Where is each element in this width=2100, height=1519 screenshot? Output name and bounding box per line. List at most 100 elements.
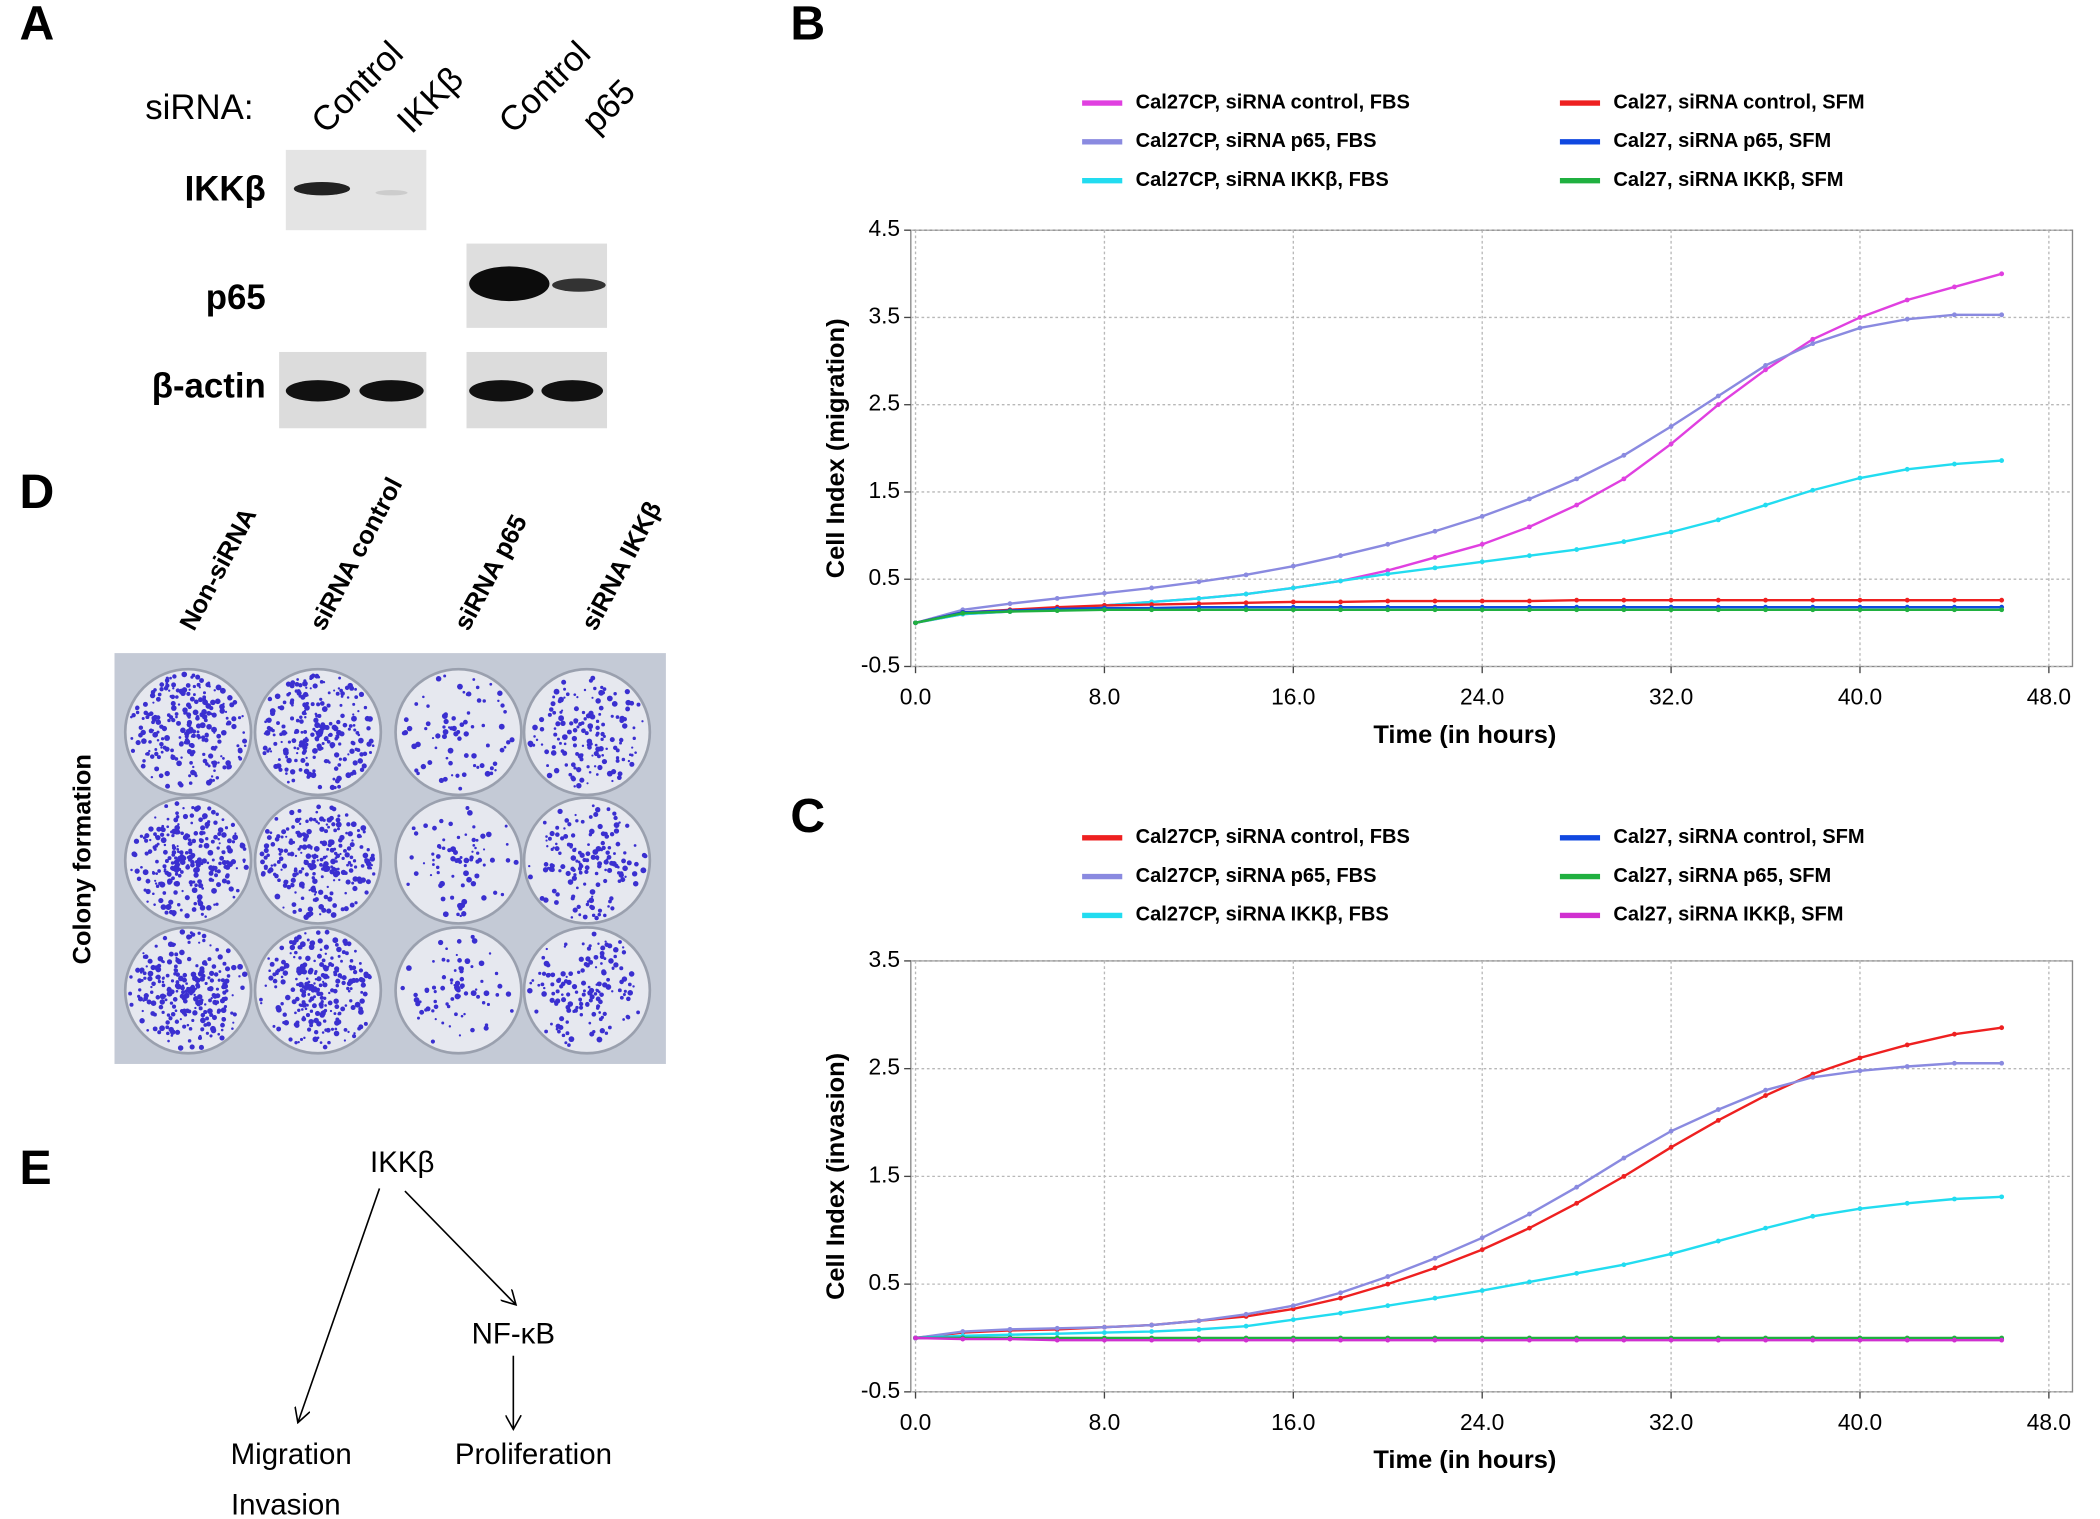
colony bbox=[227, 695, 233, 701]
data-point bbox=[1102, 590, 1107, 596]
colony bbox=[138, 988, 142, 992]
colony bbox=[354, 1001, 361, 1008]
colony bbox=[170, 865, 175, 871]
colony bbox=[270, 842, 276, 847]
colony bbox=[544, 749, 550, 755]
colony bbox=[451, 716, 456, 721]
colony bbox=[603, 957, 607, 960]
colony bbox=[213, 834, 218, 840]
colony bbox=[268, 969, 271, 973]
colony bbox=[262, 745, 268, 751]
colony bbox=[172, 997, 178, 1002]
colony bbox=[209, 944, 212, 947]
data-point bbox=[1621, 607, 1627, 613]
data-point bbox=[1999, 458, 2005, 463]
colony bbox=[411, 743, 418, 750]
colony bbox=[274, 893, 281, 900]
colony bbox=[202, 695, 207, 700]
colony bbox=[333, 689, 336, 692]
colony bbox=[438, 939, 444, 946]
colony bbox=[137, 978, 143, 984]
colony bbox=[185, 852, 188, 855]
colony bbox=[554, 900, 559, 905]
colony bbox=[195, 715, 200, 719]
x-tick-label: 0.0 bbox=[900, 684, 932, 710]
colony bbox=[461, 772, 467, 778]
colony bbox=[200, 1017, 206, 1024]
colony bbox=[313, 982, 316, 985]
data-point bbox=[1999, 1025, 2005, 1031]
colony bbox=[150, 1000, 157, 1006]
colony bbox=[356, 828, 361, 833]
colony bbox=[215, 987, 220, 991]
colony bbox=[198, 941, 201, 944]
colony bbox=[606, 854, 612, 860]
colony bbox=[187, 715, 191, 719]
colony bbox=[367, 716, 373, 722]
colony bbox=[198, 883, 204, 889]
colony bbox=[154, 816, 157, 819]
data-point bbox=[1007, 609, 1013, 614]
colony bbox=[352, 760, 358, 766]
colony bbox=[163, 843, 167, 847]
colony bbox=[295, 977, 298, 981]
colony bbox=[237, 716, 242, 720]
data-point bbox=[1479, 559, 1485, 565]
colony bbox=[485, 743, 490, 748]
x-axis-label: Time (in hours) bbox=[1373, 1446, 1556, 1474]
colony bbox=[596, 981, 602, 987]
colony bbox=[535, 738, 539, 742]
colony bbox=[279, 945, 285, 951]
colony bbox=[197, 1035, 203, 1041]
y-tick-label: 2.5 bbox=[868, 390, 900, 416]
colony bbox=[327, 896, 333, 902]
colony bbox=[533, 725, 537, 729]
colony bbox=[283, 962, 290, 969]
colony bbox=[170, 1011, 176, 1017]
colony bbox=[188, 1027, 193, 1031]
colony bbox=[166, 825, 170, 829]
colony bbox=[194, 978, 200, 984]
colony bbox=[317, 729, 323, 735]
colony bbox=[167, 1039, 170, 1043]
colony bbox=[598, 689, 605, 696]
colony bbox=[344, 891, 347, 895]
colony bbox=[505, 858, 511, 863]
colony bbox=[552, 710, 557, 715]
colony bbox=[310, 677, 313, 680]
colony bbox=[179, 993, 185, 999]
colony bbox=[296, 678, 299, 681]
colony bbox=[187, 854, 194, 861]
colony bbox=[207, 849, 214, 856]
colony bbox=[549, 997, 555, 1003]
colony bbox=[580, 968, 585, 973]
colony bbox=[588, 998, 593, 1003]
colony bbox=[587, 843, 590, 847]
colony bbox=[237, 748, 243, 754]
colony bbox=[478, 960, 485, 967]
colony bbox=[480, 833, 486, 839]
colony bbox=[578, 1001, 584, 1007]
colony bbox=[191, 673, 196, 678]
data-point bbox=[1574, 607, 1580, 613]
colony bbox=[206, 710, 212, 716]
data-point bbox=[1763, 1093, 1768, 1098]
colony bbox=[310, 940, 315, 944]
colony bbox=[436, 870, 440, 875]
colony bbox=[459, 914, 462, 918]
colony bbox=[189, 696, 195, 702]
colony bbox=[318, 904, 324, 910]
colony bbox=[268, 975, 274, 981]
colony bbox=[570, 866, 575, 872]
colony bbox=[363, 705, 368, 710]
colony bbox=[333, 998, 339, 1004]
colony bbox=[560, 971, 566, 977]
colony bbox=[193, 901, 197, 906]
colony bbox=[589, 904, 594, 909]
colony bbox=[221, 687, 225, 691]
colony bbox=[281, 863, 288, 869]
colony bbox=[202, 691, 207, 695]
colony bbox=[577, 970, 581, 974]
colony bbox=[599, 954, 605, 960]
colony bbox=[591, 854, 595, 858]
